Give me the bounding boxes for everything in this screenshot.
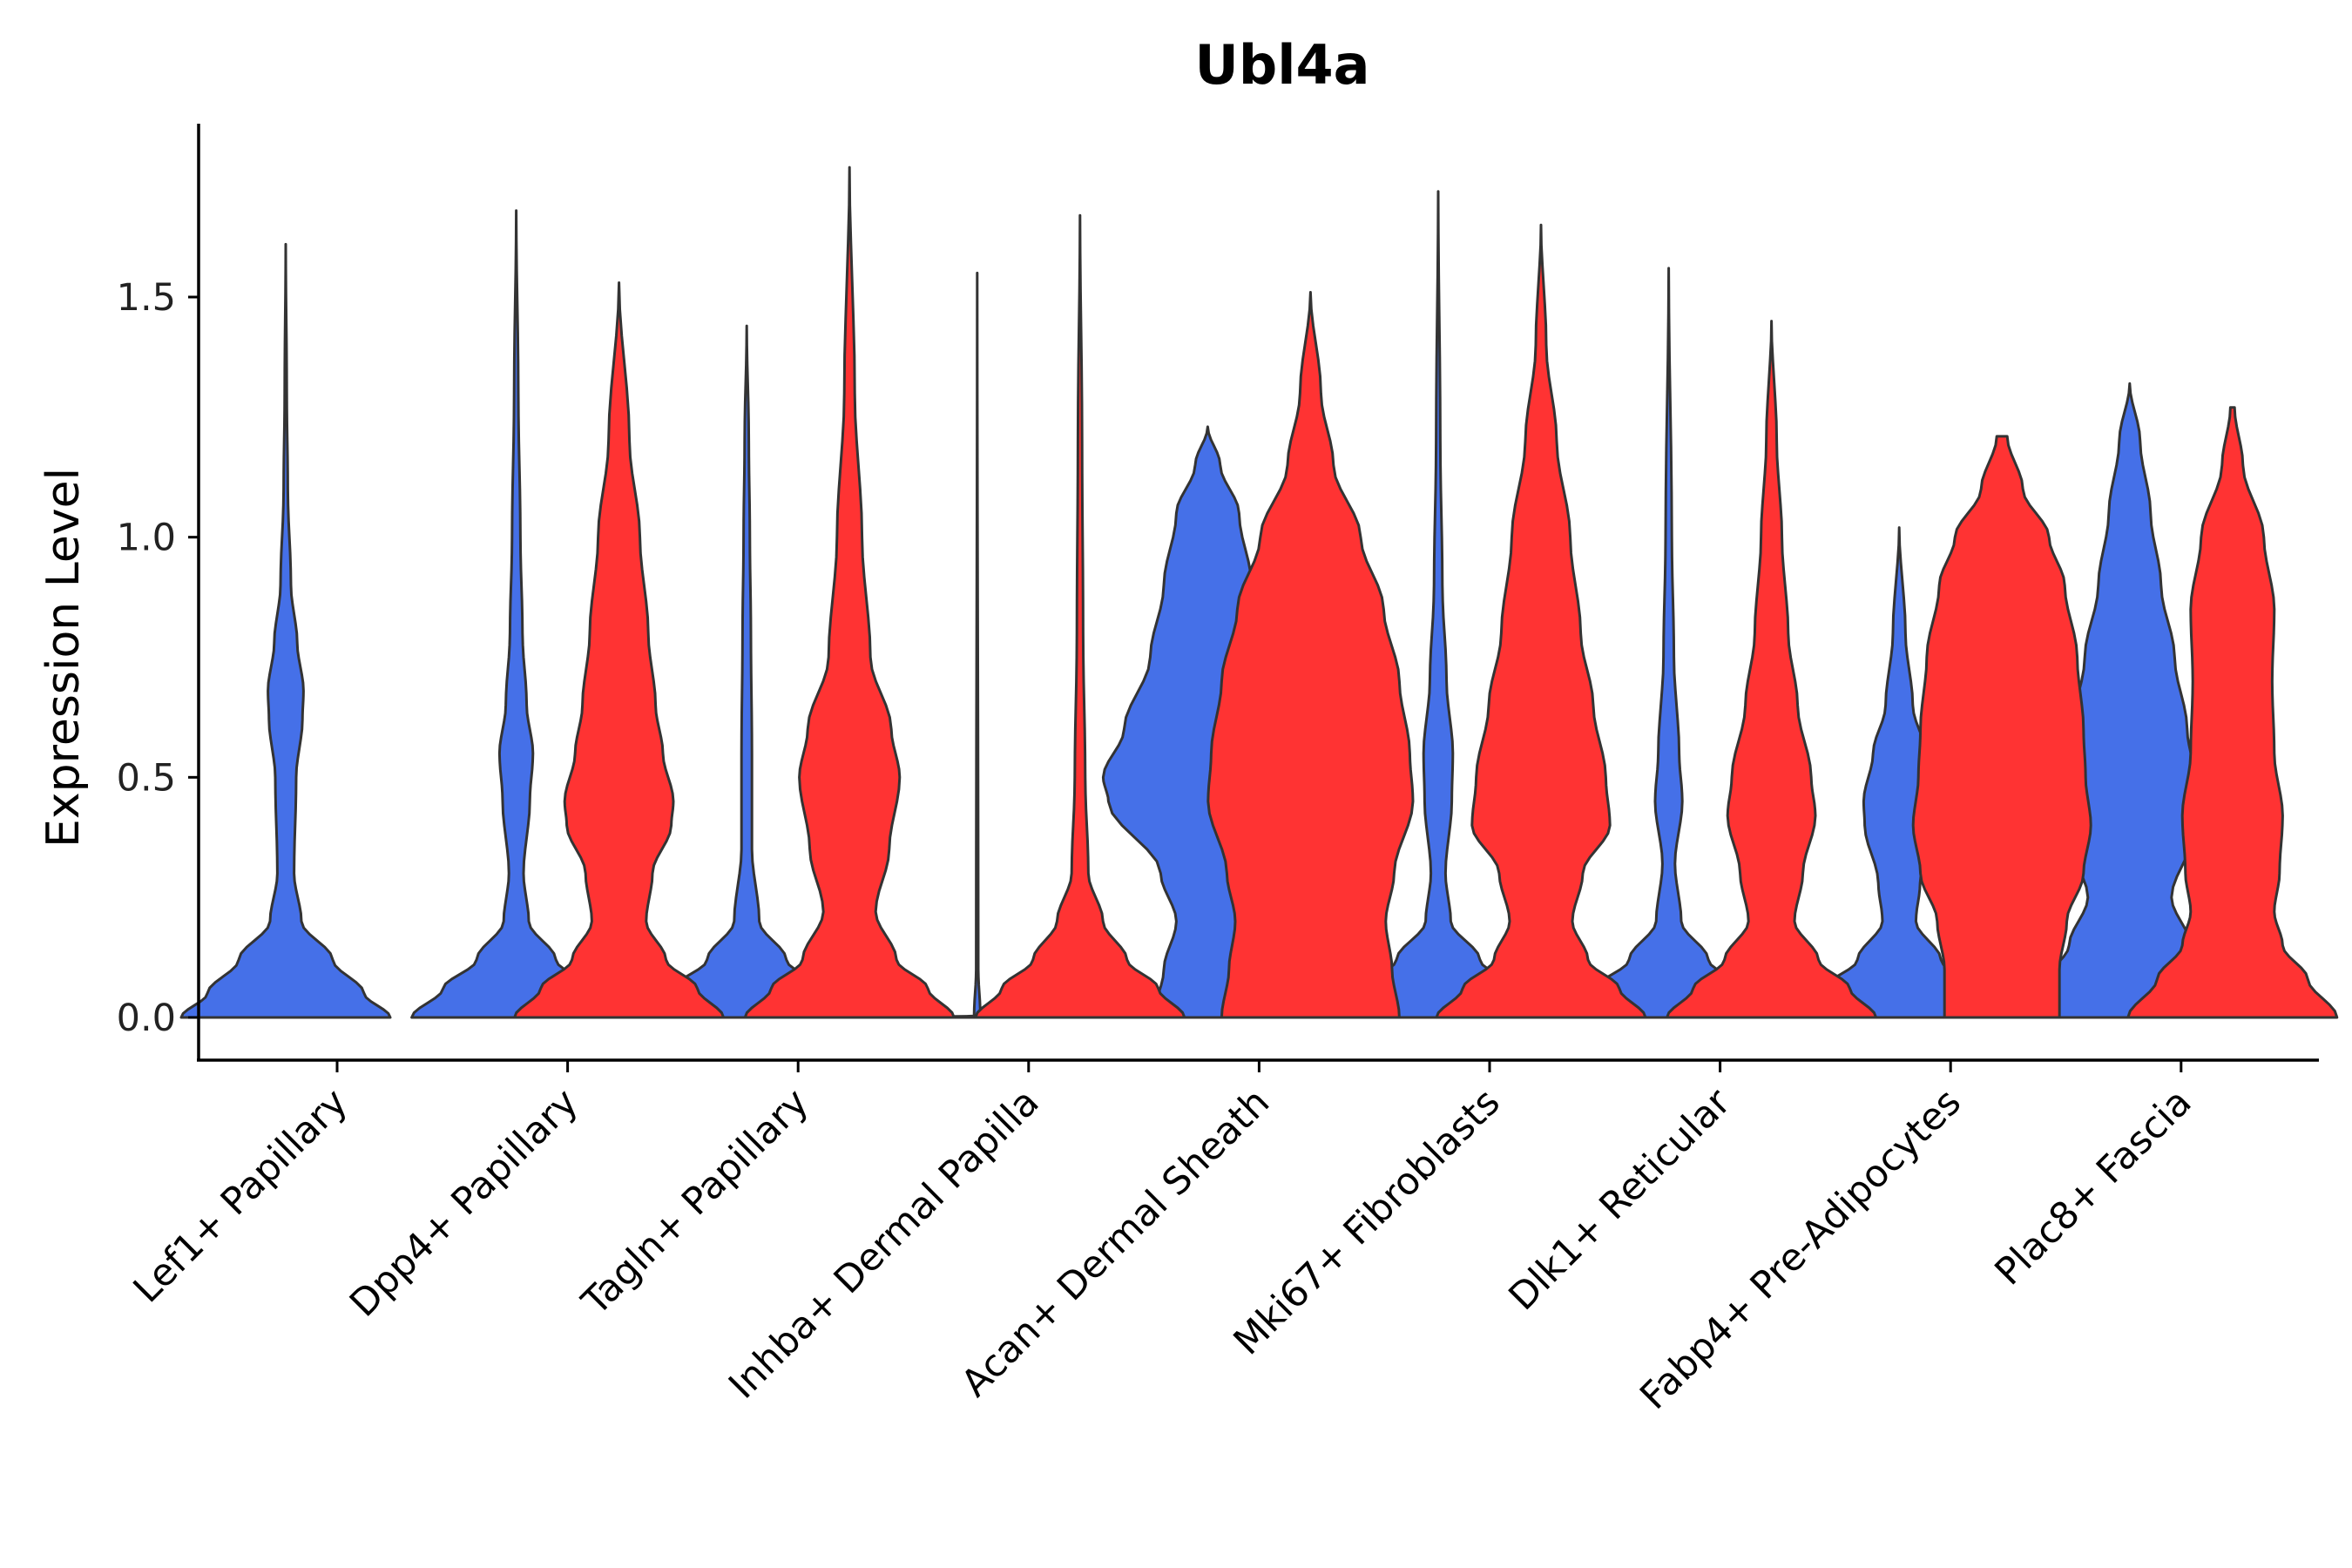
violin-group2-inhba-dermal-papilla: [974, 213, 1186, 1019]
x-tick-label-mki67-fibroblasts: Mki67+ Fibroblasts: [1226, 1080, 1509, 1363]
x-tick-label-tagln-papillary: Tagln+ Papillary: [573, 1080, 817, 1324]
violin-layer: [179, 166, 2339, 1019]
violin-group1-inhba-dermal-papilla: [871, 271, 1084, 1019]
y-ticks: 0.0 0.5 1.0 1.5: [117, 276, 199, 1040]
chart-title: Ubl4a: [1195, 33, 1370, 97]
violin-group1-tagln-papillary: [640, 324, 853, 1019]
violin-group1-dpp4-papillary: [410, 209, 623, 1019]
violin-group1-fabp4-pre-adipocytes: [1793, 526, 2005, 1019]
violin-group2-fabp4-pre-adipocytes: [1911, 435, 2092, 1019]
violin-group2-plac8-fascia: [2126, 406, 2339, 1019]
y-tick-label: 1.5: [117, 276, 176, 320]
violin-group2-mki67-fibroblasts: [1435, 223, 1647, 1019]
y-tick-label: 0.5: [117, 756, 176, 800]
violin-group1-mki67-fibroblasts: [1332, 190, 1544, 1019]
violin-group1-lef1-papillary: [179, 242, 392, 1019]
x-tick-label-dlk1-reticular: Dlk1+ Reticular: [1501, 1080, 1740, 1319]
x-tick-label-dpp4-papillary: Dpp4+ Papillary: [341, 1080, 586, 1325]
violin-group2-dpp4-papillary: [513, 281, 726, 1019]
x-tick-label-lef1-papillary: Lef1+ Papillary: [125, 1080, 356, 1311]
violin-group2-dlk1-reticular: [1666, 320, 1878, 1019]
violin-group1-dlk1-reticular: [1563, 267, 1775, 1019]
y-tick-label: 1.0: [117, 517, 176, 560]
x-tick-label-plac8-fascia: Plac8+ Fascia: [1987, 1080, 2200, 1294]
y-tick-label: 0.0: [117, 997, 176, 1040]
violin-group2-tagln-papillary: [743, 166, 956, 1019]
violin-group2-acan-dermal-sheath: [1206, 291, 1415, 1019]
y-axis-label: Expression Level: [37, 468, 90, 848]
